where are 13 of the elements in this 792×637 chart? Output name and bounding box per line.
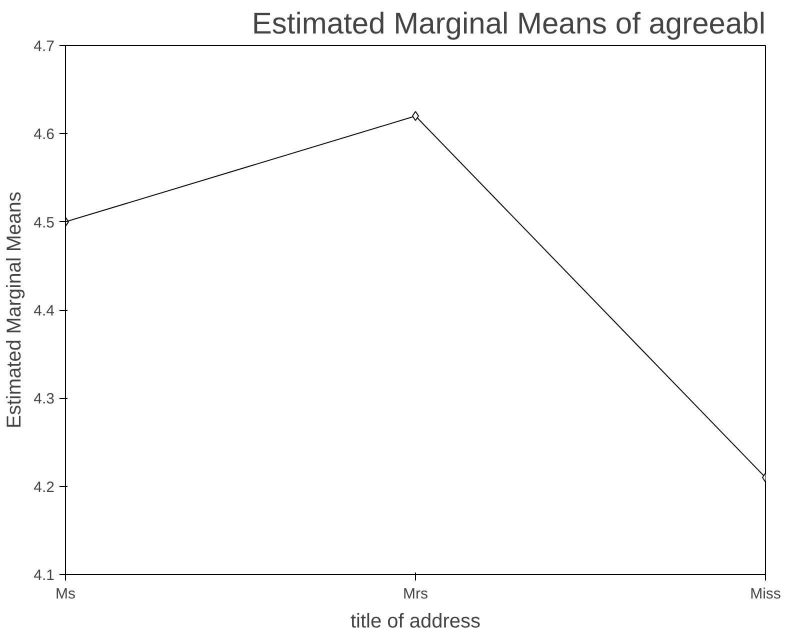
y-tick-label: 4.4 (34, 302, 55, 320)
chart-title: Estimated Marginal Means of agreeabl (252, 8, 766, 40)
y-tick-label: 4.2 (34, 478, 55, 496)
y-tick-label: 4.6 (34, 126, 55, 144)
x-tick-label: Miss (750, 586, 781, 602)
y-tick-label: 4.7 (34, 38, 55, 55)
y-axis-title: Estimated Marginal Means (4, 192, 26, 428)
y-tick-label: 4.5 (34, 214, 55, 232)
y-tick-label: 4.1 (34, 567, 55, 584)
x-tick-label: Mrs (403, 586, 428, 602)
x-tick-label: Ms (56, 586, 76, 602)
y-tick-label: 4.3 (34, 390, 55, 408)
x-axis-title: title of address (350, 610, 481, 632)
